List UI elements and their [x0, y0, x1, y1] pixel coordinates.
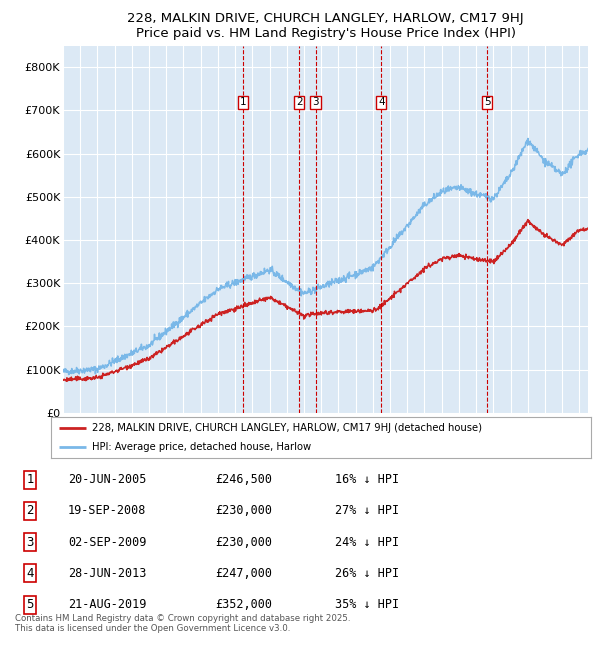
Text: 21-AUG-2019: 21-AUG-2019 — [68, 598, 146, 611]
Text: £230,000: £230,000 — [215, 504, 272, 517]
Text: £246,500: £246,500 — [215, 473, 272, 486]
Text: 2: 2 — [26, 504, 34, 517]
Text: 35% ↓ HPI: 35% ↓ HPI — [335, 598, 399, 611]
Text: 26% ↓ HPI: 26% ↓ HPI — [335, 567, 399, 580]
Text: 4: 4 — [378, 98, 385, 107]
Text: 1: 1 — [26, 473, 34, 486]
Text: 16% ↓ HPI: 16% ↓ HPI — [335, 473, 399, 486]
Text: 20-JUN-2005: 20-JUN-2005 — [68, 473, 146, 486]
Text: 2: 2 — [296, 98, 302, 107]
Text: 24% ↓ HPI: 24% ↓ HPI — [335, 536, 399, 549]
Text: 27% ↓ HPI: 27% ↓ HPI — [335, 504, 399, 517]
Text: Contains HM Land Registry data © Crown copyright and database right 2025.
This d: Contains HM Land Registry data © Crown c… — [15, 614, 350, 634]
Text: £247,000: £247,000 — [215, 567, 272, 580]
Text: £230,000: £230,000 — [215, 536, 272, 549]
Text: 5: 5 — [26, 598, 34, 611]
Text: HPI: Average price, detached house, Harlow: HPI: Average price, detached house, Harl… — [91, 443, 311, 452]
Text: 3: 3 — [26, 536, 34, 549]
Text: 19-SEP-2008: 19-SEP-2008 — [68, 504, 146, 517]
Title: 228, MALKIN DRIVE, CHURCH LANGLEY, HARLOW, CM17 9HJ
Price paid vs. HM Land Regis: 228, MALKIN DRIVE, CHURCH LANGLEY, HARLO… — [127, 12, 524, 40]
Text: 4: 4 — [26, 567, 34, 580]
Text: 3: 3 — [312, 98, 319, 107]
Text: 28-JUN-2013: 28-JUN-2013 — [68, 567, 146, 580]
Text: 02-SEP-2009: 02-SEP-2009 — [68, 536, 146, 549]
Text: 1: 1 — [240, 98, 247, 107]
Text: 5: 5 — [484, 98, 490, 107]
Text: 228, MALKIN DRIVE, CHURCH LANGLEY, HARLOW, CM17 9HJ (detached house): 228, MALKIN DRIVE, CHURCH LANGLEY, HARLO… — [91, 422, 482, 433]
Text: £352,000: £352,000 — [215, 598, 272, 611]
